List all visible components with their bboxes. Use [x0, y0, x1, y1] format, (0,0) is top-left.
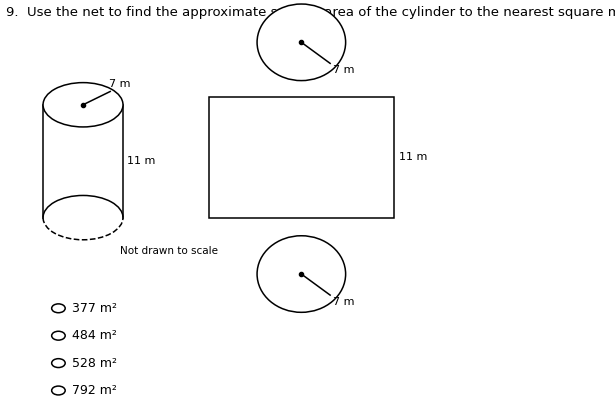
Ellipse shape [257, 4, 346, 81]
Text: 11 m: 11 m [399, 152, 427, 162]
Text: Not drawn to scale: Not drawn to scale [120, 246, 218, 256]
Text: 792 m²: 792 m² [72, 384, 117, 397]
Ellipse shape [43, 83, 123, 127]
Text: 7 m: 7 m [333, 297, 354, 307]
Ellipse shape [257, 236, 346, 312]
Circle shape [52, 359, 65, 368]
Text: 484 m²: 484 m² [72, 329, 117, 342]
Text: 528 m²: 528 m² [72, 357, 117, 370]
Circle shape [52, 386, 65, 395]
Circle shape [52, 304, 65, 313]
Text: 7 m: 7 m [109, 79, 130, 89]
Bar [209, 97, 394, 218]
Text: 7 m: 7 m [333, 65, 354, 75]
Text: 377 m²: 377 m² [72, 302, 117, 315]
Circle shape [52, 331, 65, 340]
Text: 9.  Use the net to find the approximate surface area of the cylinder to the near: 9. Use the net to find the approximate s… [6, 6, 615, 19]
Text: 11 m: 11 m [127, 156, 155, 166]
